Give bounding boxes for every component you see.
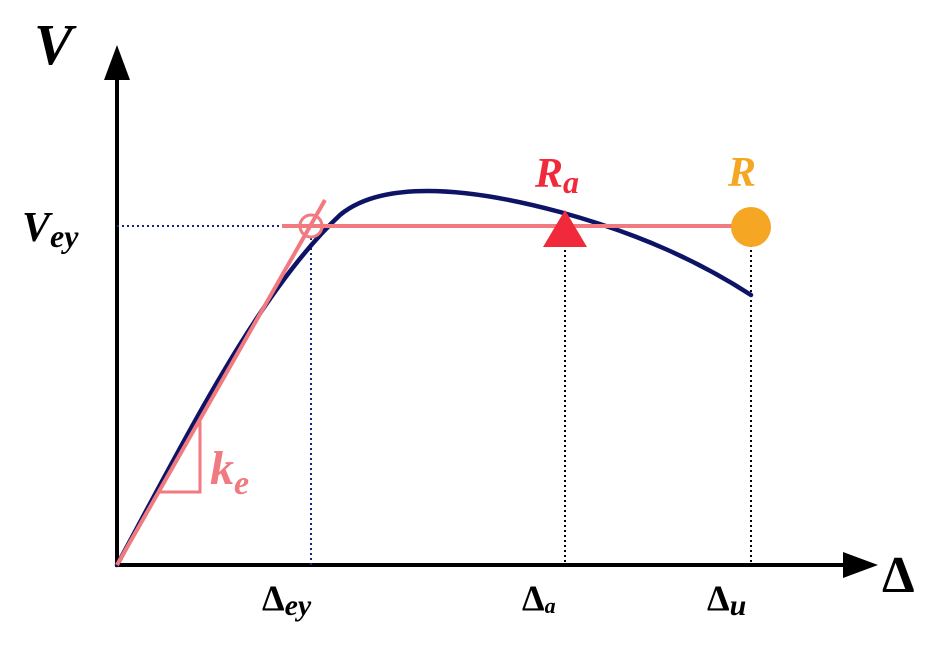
stiffness-triangle: [158, 420, 202, 494]
x-axis-arrowhead: [843, 552, 878, 578]
r-label: R: [727, 150, 756, 196]
d-u-label: Δu: [707, 578, 746, 622]
ra-marker: [543, 210, 587, 247]
y-axis-label: V: [34, 12, 77, 77]
y-axis-arrowhead: [104, 45, 130, 80]
v-ey-label: Vey: [22, 205, 79, 254]
d-ey-label: Δey: [262, 578, 312, 622]
x-axis-label: Δ: [882, 547, 915, 604]
r-marker: [731, 207, 771, 247]
ke-label: ke: [210, 442, 249, 502]
yield-point-marker: [298, 213, 324, 239]
ra-label: Ra: [534, 151, 579, 200]
capacity-curve: [114, 188, 754, 568]
elastic-line: [115, 199, 327, 566]
d-a-label: Δa: [522, 578, 556, 618]
